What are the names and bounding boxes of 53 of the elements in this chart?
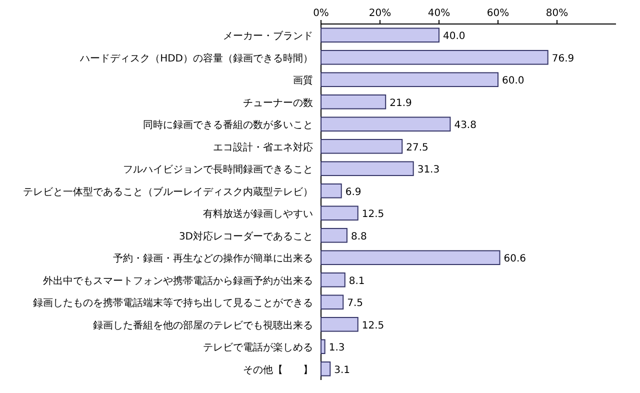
data-label: 12.5	[362, 209, 384, 220]
y-tick-label: 予約・録画・再生などの操作が簡単に出来る	[113, 252, 313, 265]
bar	[320, 339, 326, 354]
y-tick-label: チューナーの数	[243, 98, 313, 109]
bar	[320, 272, 346, 288]
y-tick-label: エコ設計・省エネ対応	[213, 141, 313, 154]
bar	[320, 361, 331, 376]
data-label: 8.1	[348, 276, 365, 287]
bar	[320, 183, 342, 198]
bar	[320, 116, 451, 132]
y-tick-label: その他【 】	[243, 364, 313, 376]
y-tick-label: メーカー・ブランド	[223, 30, 313, 42]
y-tick-label: 録画した番組を他の部屋のテレビでも視聴出来る	[93, 319, 313, 332]
y-tick-label: 外出中でもスマートフォンや携帯電話から録画予約が出来る	[43, 274, 313, 287]
y-tick-label: 3D対応レコーダーであること	[178, 230, 313, 242]
data-label: 76.9	[552, 53, 574, 64]
bar	[320, 72, 498, 88]
y-tick-label: 録画したものを携帯電話端末等で持ち出して見ることができる	[33, 297, 313, 310]
bar	[320, 294, 344, 310]
data-label: 6.9	[345, 186, 362, 198]
x-tick-label: 20%	[368, 8, 392, 19]
data-label: 40.0	[443, 31, 466, 42]
y-tick-label: 画質	[293, 74, 313, 87]
x-tick-label: 0%	[313, 8, 329, 19]
data-label: 8.8	[350, 231, 367, 242]
bar	[320, 138, 403, 154]
bar	[320, 228, 348, 243]
bar	[320, 50, 548, 65]
data-label: 12.5	[362, 320, 384, 332]
data-label: 60.0	[502, 76, 524, 87]
data-label: 3.1	[334, 364, 350, 376]
y-tick-label: 同時に録画できる番組の数が多いこと	[143, 119, 313, 132]
data-label: 60.6	[504, 254, 526, 265]
x-tick-label: 80%	[546, 8, 568, 19]
bar	[320, 206, 358, 221]
x-tick-label: 60%	[486, 8, 510, 19]
data-label: 43.8	[454, 120, 476, 132]
bar	[320, 250, 500, 266]
bar	[320, 316, 358, 332]
data-label: 31.3	[417, 164, 440, 176]
data-label: 7.5	[347, 298, 364, 310]
bar	[320, 161, 414, 176]
y-tick-label: フルハイビジョンで長時間録画できること	[123, 164, 313, 176]
data-label: 27.5	[406, 142, 428, 154]
data-label: 1.3	[328, 342, 345, 354]
bar	[320, 94, 386, 110]
data-label: 21.9	[390, 98, 412, 109]
bar	[320, 28, 440, 43]
y-tick-label: 有料放送が録画しやすい	[203, 208, 313, 220]
y-tick-label: テレビで電話が楽しめる	[203, 342, 313, 354]
y-tick-label: ハードディスク（HDD）の容量（録画できる時間）	[79, 52, 313, 64]
x-tick-label: 40%	[428, 8, 450, 19]
y-tick-label: テレビと一体型であること（ブルーレイディスク内蔵型テレビ）	[23, 186, 313, 198]
